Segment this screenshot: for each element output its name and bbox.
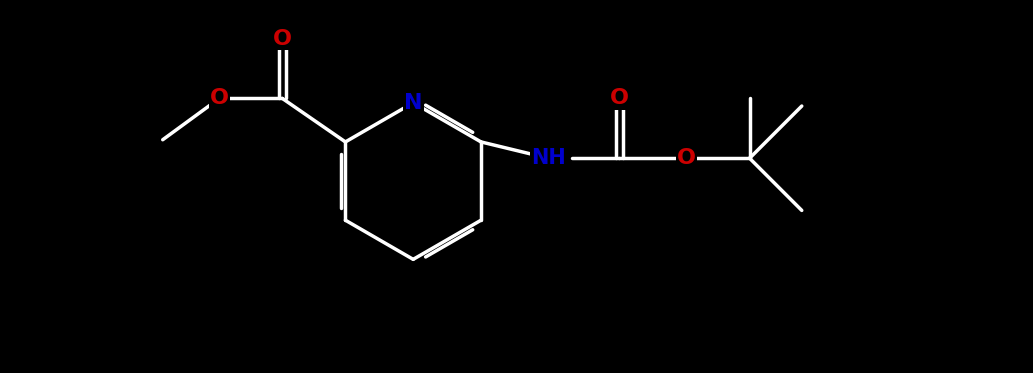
Text: O: O: [609, 88, 629, 109]
Text: O: O: [210, 88, 228, 109]
Text: N: N: [404, 93, 422, 113]
Text: O: O: [677, 148, 696, 168]
Text: O: O: [273, 29, 292, 48]
Text: NH: NH: [531, 148, 566, 168]
